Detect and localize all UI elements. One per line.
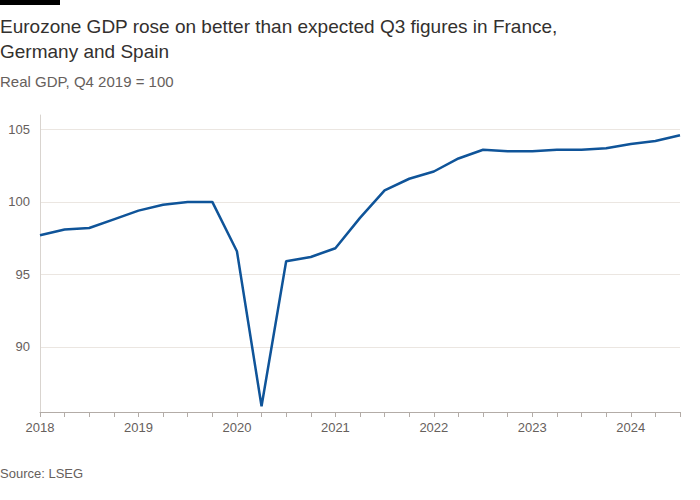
svg-text:2019: 2019 [124, 420, 153, 435]
svg-text:Germany and Spain: Germany and Spain [0, 41, 169, 62]
svg-text:2018: 2018 [26, 420, 55, 435]
svg-text:2021: 2021 [321, 420, 350, 435]
svg-text:2024: 2024 [616, 420, 645, 435]
svg-text:90: 90 [16, 339, 30, 354]
svg-text:100: 100 [8, 194, 30, 209]
svg-text:Source: LSEG: Source: LSEG [0, 466, 83, 481]
svg-text:2020: 2020 [222, 420, 251, 435]
svg-text:Eurozone GDP rose on better th: Eurozone GDP rose on better than expecte… [0, 16, 563, 37]
svg-text:Real GDP, Q4 2019 = 100: Real GDP, Q4 2019 = 100 [0, 73, 174, 90]
svg-text:95: 95 [16, 267, 30, 282]
svg-text:2023: 2023 [518, 420, 547, 435]
svg-text:2022: 2022 [419, 420, 448, 435]
svg-text:105: 105 [8, 122, 30, 137]
